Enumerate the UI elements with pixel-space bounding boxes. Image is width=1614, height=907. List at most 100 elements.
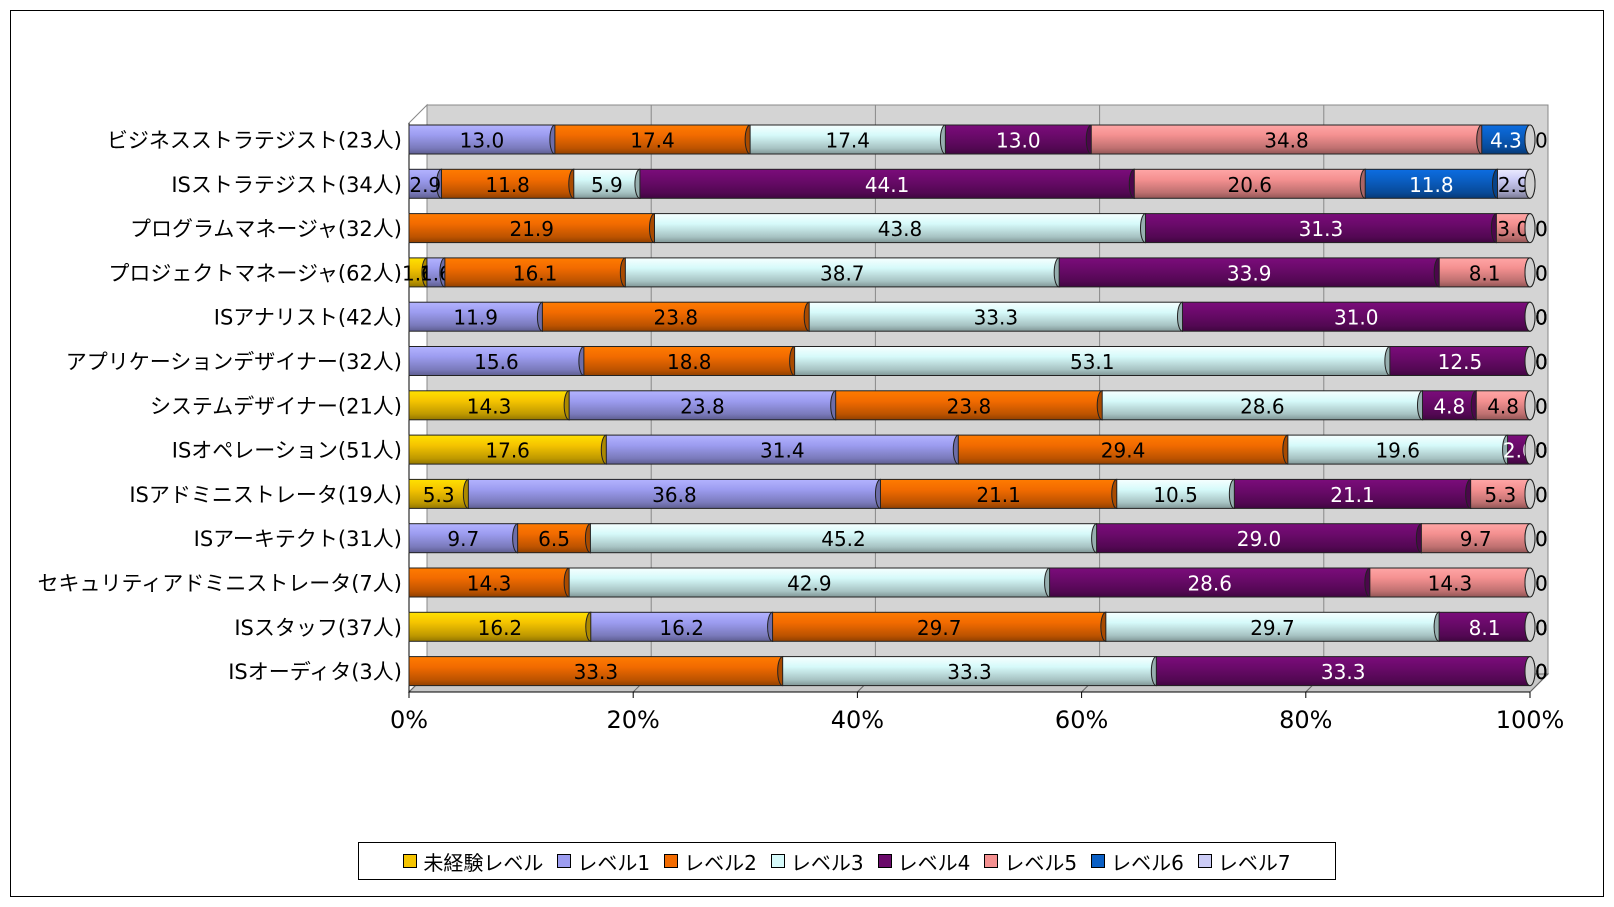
data-label: 6.5	[538, 527, 570, 551]
bar-segment	[1133, 168, 1366, 199]
data-label: 42.9	[787, 572, 832, 596]
data-label: 0	[1535, 660, 1548, 684]
bar-segment	[408, 301, 543, 332]
bar-segment	[517, 523, 591, 554]
bar-segment	[782, 656, 1157, 687]
category-label: ビジネスストラテジスト(23人)	[107, 129, 402, 153]
bar-segment	[808, 301, 1183, 332]
data-label: 17.4	[630, 129, 675, 153]
legend-swatch	[770, 854, 785, 868]
legend-item: レベル4	[877, 847, 970, 876]
data-label: 20.6	[1227, 173, 1272, 197]
x-tick-label: 20%	[607, 706, 660, 734]
data-label: 29.0	[1237, 527, 1282, 551]
data-label: 0	[1535, 616, 1548, 640]
legend-swatch	[403, 854, 418, 868]
data-label: 15.6	[474, 350, 519, 374]
data-label: 16.1	[513, 261, 558, 285]
data-label: 0	[1535, 217, 1548, 241]
data-label: 8.1	[1469, 261, 1501, 285]
category-label: ISオーディタ(3人)	[228, 660, 402, 684]
bar-segment	[590, 611, 774, 642]
category-label: プログラムマネージャ(32人)	[130, 217, 402, 241]
bar-segment	[624, 257, 1060, 288]
bar-segment	[1096, 523, 1422, 554]
legend-item: レベル1	[557, 847, 650, 876]
bar-end-cap	[1524, 523, 1536, 554]
legend-item: レベル3	[770, 847, 864, 876]
data-label: 0	[1535, 572, 1548, 596]
data-label: 0	[1535, 527, 1548, 551]
data-label: 31.4	[760, 439, 805, 463]
data-label: 0	[1535, 350, 1548, 374]
bar-segment	[568, 567, 1051, 598]
data-label: 34.8	[1264, 129, 1309, 153]
data-label: 0	[1535, 439, 1548, 463]
data-label: 4.8	[1487, 394, 1519, 418]
category-label: システムデザイナー(21人)	[150, 394, 402, 418]
data-label: 23.8	[947, 394, 992, 418]
bar-segment	[408, 346, 585, 376]
bar-segment	[1438, 611, 1531, 642]
data-label: 29.7	[917, 616, 962, 640]
bar-segment	[408, 611, 592, 642]
bar-end-cap	[1524, 656, 1536, 687]
legend-swatch	[1197, 854, 1212, 868]
bar-segment	[639, 168, 1135, 199]
data-label: 19.6	[1375, 439, 1420, 463]
category-label: ISスタッフ(37人)	[234, 616, 402, 640]
category-label: ISアーキテクト(31人)	[194, 527, 402, 551]
gridline-floor	[1529, 673, 1549, 693]
data-label: 29.7	[1250, 616, 1295, 640]
data-label: 2.9	[409, 173, 441, 197]
data-label: 13.0	[996, 129, 1041, 153]
data-label: 10.5	[1153, 483, 1198, 507]
legend-label: 未経験レベル	[423, 850, 544, 875]
bar-segment	[1144, 213, 1497, 244]
bar-segment	[1049, 567, 1371, 598]
bar-segment	[583, 346, 796, 376]
bar-end-cap	[1524, 168, 1536, 199]
data-label: 0	[1535, 660, 1548, 684]
bar-segment	[568, 390, 837, 421]
data-label: 0	[1535, 350, 1548, 374]
bar-end-cap	[1524, 124, 1536, 155]
bar-end-cap	[1524, 478, 1536, 509]
data-label: 4.3	[1490, 129, 1522, 153]
data-label: 0	[1535, 129, 1548, 153]
data-label: 18.8	[667, 350, 712, 374]
legend-label: レベル7	[1217, 850, 1291, 875]
data-label: 5.3	[423, 483, 455, 507]
data-label: 36.8	[652, 483, 697, 507]
data-label: 0	[1535, 572, 1548, 596]
bar-segment	[408, 656, 784, 687]
data-label: 8.1	[1469, 616, 1501, 640]
bar-segment	[408, 478, 469, 509]
bar-segment	[1481, 124, 1531, 155]
data-label: 29.4	[1101, 439, 1146, 463]
data-label: 0	[1535, 483, 1548, 507]
data-label: 17.4	[825, 129, 870, 153]
legend-item: レベル7	[1197, 847, 1291, 876]
legend-item: レベル2	[664, 847, 757, 876]
bar-segment	[541, 301, 810, 332]
data-label: 0	[1535, 350, 1548, 374]
data-label: 33.3	[947, 660, 992, 684]
bar-segment	[1420, 523, 1531, 554]
data-label: 53.1	[1070, 350, 1115, 374]
bar-end-cap	[1524, 346, 1536, 376]
x-tick-label: 0%	[390, 706, 428, 734]
chart-legend: 未経験レベル レベル1 レベル2 レベル3 レベル4 レベル5 レベル6 レベル7	[358, 842, 1336, 880]
data-label: 14.3	[467, 572, 512, 596]
bar-segment	[653, 213, 1146, 244]
x-tick-label: 80%	[1279, 706, 1332, 734]
data-label: 11.8	[1409, 173, 1454, 197]
data-label: 13.0	[460, 129, 505, 153]
bar-segment	[1438, 257, 1531, 288]
bar-segment	[772, 611, 1107, 642]
data-label: 0	[1535, 616, 1548, 640]
bar-segment	[879, 478, 1118, 509]
bar-end-cap	[1524, 301, 1536, 332]
data-label: 0	[1535, 394, 1548, 418]
